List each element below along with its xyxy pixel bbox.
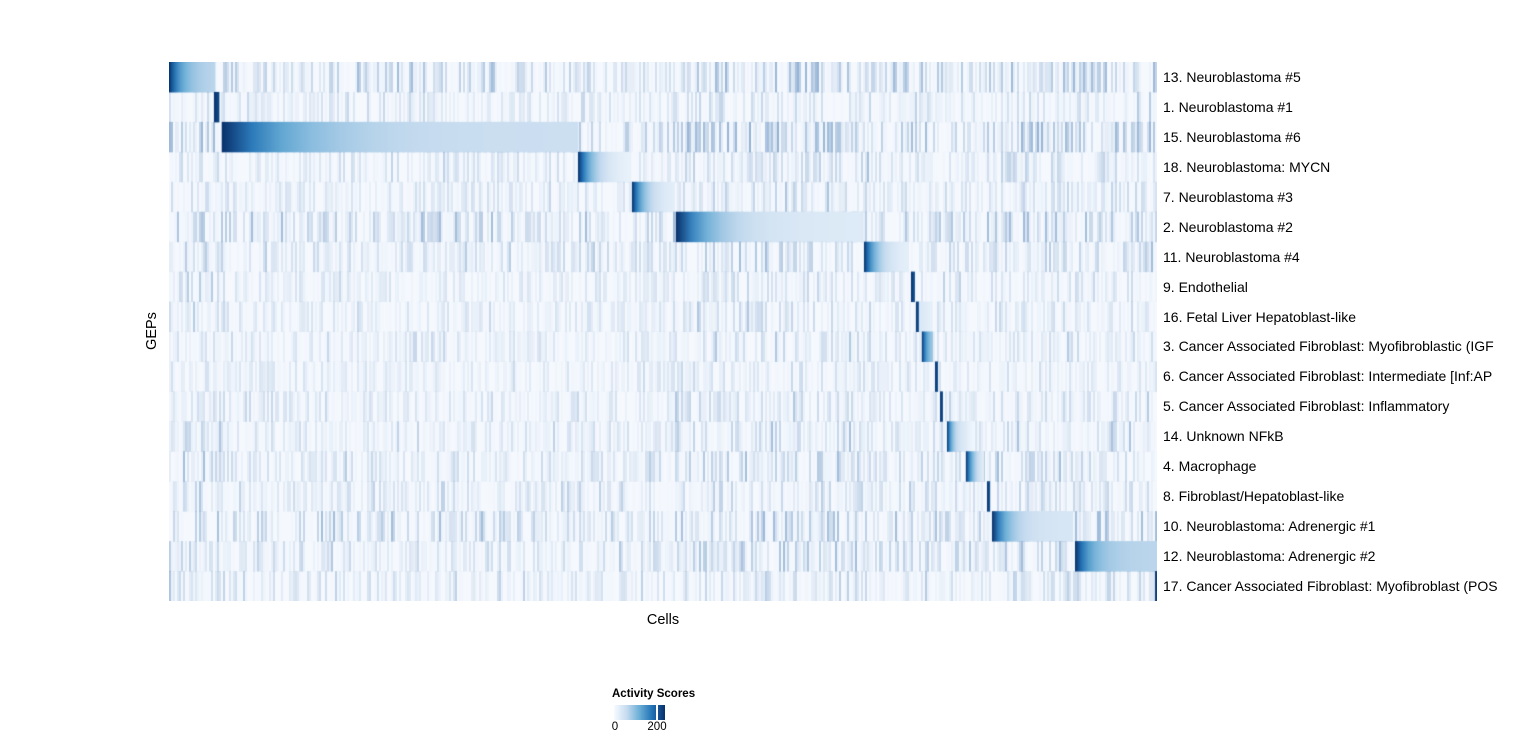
colorbar-ticks: 0 200: [611, 721, 732, 734]
heatmap: [169, 62, 1157, 601]
row-label: 12. Neuroblastoma: Adrenergic #2: [1163, 548, 1376, 565]
row-label: 3. Cancer Associated Fibroblast: Myofibr…: [1163, 338, 1494, 355]
row-label: 11. Neuroblastoma #4: [1163, 248, 1300, 265]
colorbar-legend: Activity Scores 0 200: [612, 688, 732, 734]
row-label: 17. Cancer Associated Fibroblast: Myofib…: [1163, 578, 1498, 595]
row-label: 8. Fibroblast/Hepatoblast-like: [1163, 488, 1345, 505]
row-label: 18. Neuroblastoma: MYCN: [1163, 158, 1331, 175]
colorbar-title: Activity Scores: [612, 688, 696, 700]
row-label: 2. Neuroblastoma #2: [1163, 218, 1293, 235]
row-label: 10. Neuroblastoma: Adrenergic #1: [1163, 518, 1376, 535]
colorbar-tick-label-0: 0: [611, 721, 619, 733]
row-label: 4. Macrophage: [1163, 458, 1257, 475]
row-label: 9. Endothelial: [1163, 278, 1248, 295]
row-label: 15. Neuroblastoma #6: [1163, 128, 1301, 145]
row-label: 1. Neuroblastoma #1: [1163, 98, 1293, 115]
colorbar-tick-label-200: 200: [647, 721, 667, 733]
row-label: 16. Fetal Liver Hepatoblast-like: [1163, 308, 1356, 325]
row-label: 14. Unknown NFkB: [1163, 428, 1284, 445]
row-label: 7. Neuroblastoma #3: [1163, 188, 1293, 205]
y-axis-label: GEPs: [144, 312, 160, 350]
colorbar-tick-mark: [656, 705, 658, 720]
row-label: 13. Neuroblastoma #5: [1163, 68, 1301, 85]
row-label: 5. Cancer Associated Fibroblast: Inflamm…: [1163, 398, 1450, 415]
x-axis-label: Cells: [646, 612, 680, 628]
colorbar-gradient: [614, 705, 665, 720]
row-label: 6. Cancer Associated Fibroblast: Interme…: [1163, 368, 1493, 385]
row-labels: 13. Neuroblastoma #5 1. Neuroblastoma #1 1…: [1163, 62, 1540, 601]
